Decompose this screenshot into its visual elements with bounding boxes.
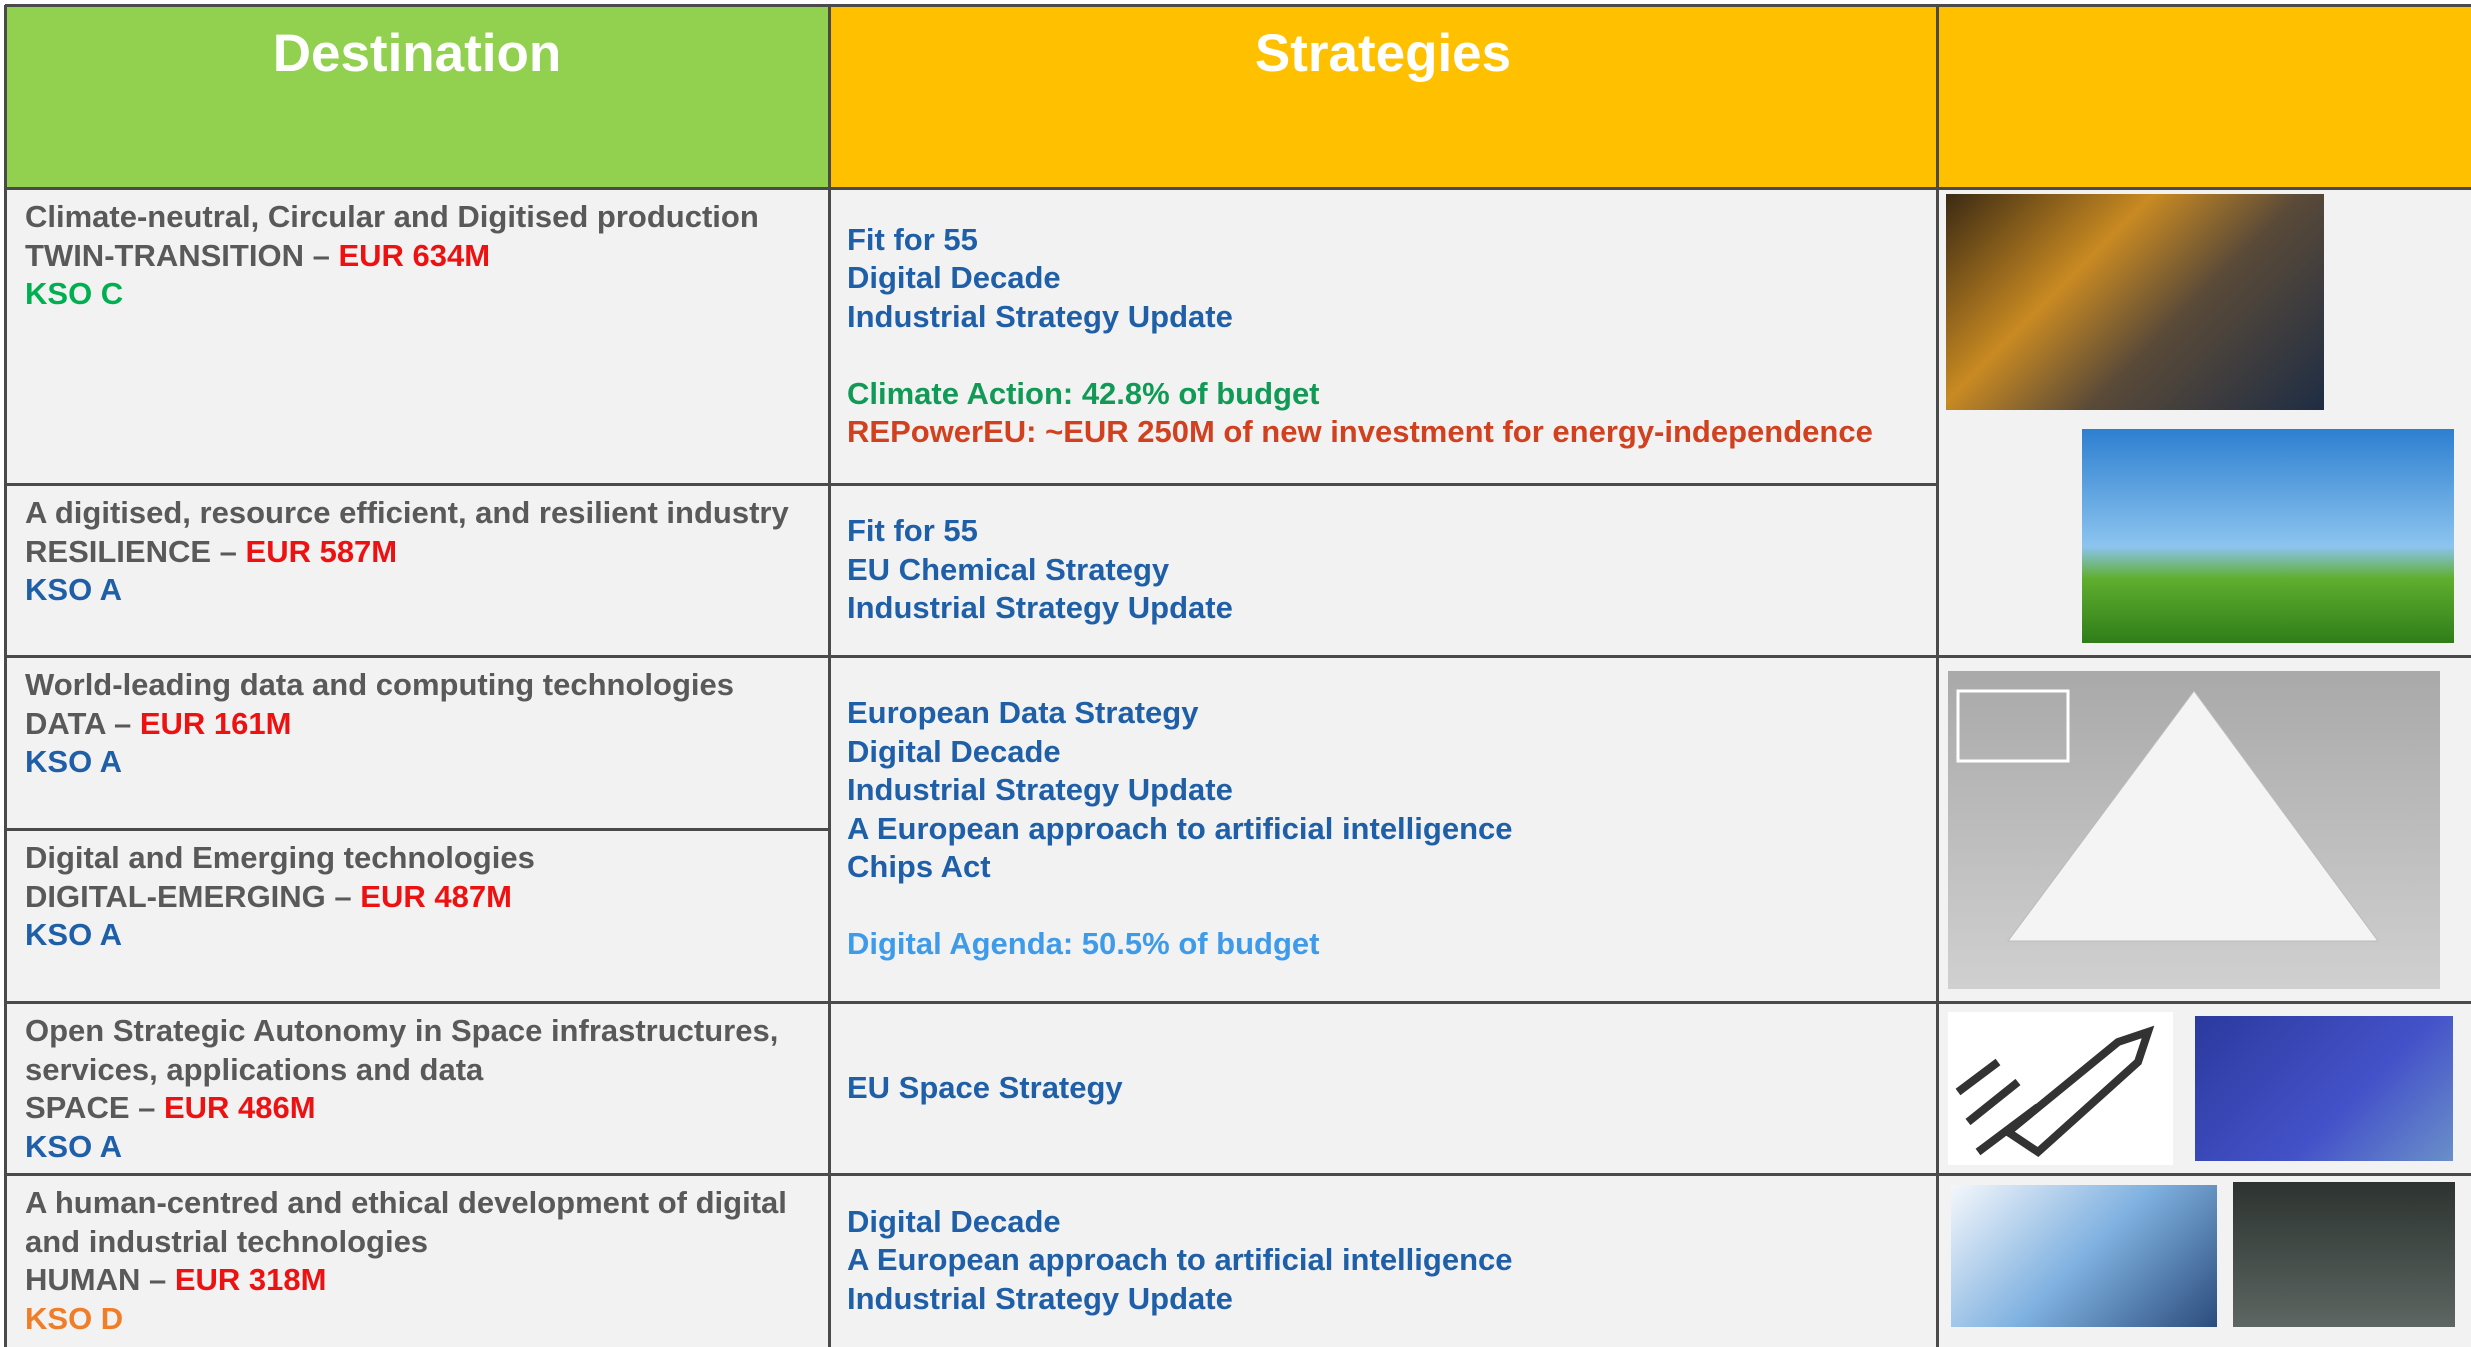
strategy-row: EU Chemical Strategy bbox=[847, 551, 1919, 590]
strategy-row: Fit for 55 bbox=[847, 221, 1919, 260]
strategy: Digital Decade bbox=[847, 734, 1061, 769]
strategy-row: Fit for 55 bbox=[847, 512, 1919, 551]
strategy-row: Industrial Strategy Update bbox=[847, 771, 1919, 810]
strategy-row: European Data Strategy bbox=[847, 694, 1919, 733]
border bbox=[5, 4, 2471, 7]
border bbox=[5, 655, 2471, 658]
budget-note: REPowerEU: ~EUR 250M of new investment f… bbox=[847, 414, 1873, 449]
strategy-cell: EU Space Strategy bbox=[829, 1002, 1937, 1174]
budget-note: Digital Agenda: 50.5% of budget bbox=[847, 926, 1320, 961]
page: Destination Strategies Climate-neutral, Ci… bbox=[0, 0, 2471, 1347]
border bbox=[1936, 5, 1939, 1347]
destination-code: DATA – bbox=[25, 706, 131, 741]
note-row: REPowerEU: ~EUR 250M of new investment f… bbox=[847, 413, 1919, 452]
strategy-row: Digital Decade bbox=[847, 259, 1919, 298]
budget: EUR 486M bbox=[164, 1090, 316, 1125]
destination-code: TWIN-TRANSITION – bbox=[25, 238, 330, 273]
pyramid bbox=[1948, 671, 2440, 989]
strategy-row: Digital Decade bbox=[847, 733, 1919, 772]
kso: KSO A bbox=[25, 917, 122, 952]
strategy-row: EU Space Strategy bbox=[847, 1069, 1919, 1108]
destination-title: A human-centred and ethical development … bbox=[25, 1185, 787, 1259]
kso: KSO D bbox=[25, 1301, 123, 1336]
budget: EUR 587M bbox=[246, 534, 398, 569]
strategy-row: Chips Act bbox=[847, 848, 1919, 887]
strategy: A European approach to artificial intell… bbox=[847, 811, 1513, 846]
budget: EUR 161M bbox=[140, 706, 292, 741]
strategy: Industrial Strategy Update bbox=[847, 299, 1233, 334]
header-cell: Strategies bbox=[829, 5, 1937, 188]
border bbox=[828, 5, 831, 1347]
spacer bbox=[847, 336, 1919, 375]
strategy-row: A European approach to artificial intell… bbox=[847, 1241, 1919, 1280]
border bbox=[5, 1001, 2471, 1004]
spacer bbox=[847, 887, 1919, 926]
budget: EUR 487M bbox=[360, 879, 512, 914]
border bbox=[5, 1173, 2471, 1176]
destination-cell: A digitised, resource efficient, and res… bbox=[5, 484, 829, 656]
image-robots bbox=[1946, 194, 2324, 410]
rocket-icon bbox=[1948, 1012, 2173, 1165]
kso: KSO A bbox=[25, 1129, 122, 1164]
strategy-row: A European approach to artificial intell… bbox=[847, 810, 1919, 849]
budget-note: Climate Action: 42.8% of budget bbox=[847, 376, 1320, 411]
strategy-row: Digital Decade bbox=[847, 1203, 1919, 1242]
image-handshake bbox=[1951, 1185, 2217, 1327]
strategy: European Data Strategy bbox=[847, 695, 1198, 730]
border bbox=[4, 5, 7, 1347]
strategy: A European approach to artificial intell… bbox=[847, 1242, 1513, 1277]
strategy: EU Chemical Strategy bbox=[847, 552, 1169, 587]
strategy-row: Industrial Strategy Update bbox=[847, 1280, 1919, 1319]
destination-title: Climate-neutral, Circular and Digitised … bbox=[25, 199, 759, 234]
strategy: Fit for 55 bbox=[847, 222, 978, 257]
header-title: Destination bbox=[273, 24, 562, 83]
strategy: Digital Decade bbox=[847, 260, 1061, 295]
kso: KSO C bbox=[25, 276, 123, 311]
border bbox=[5, 828, 829, 831]
strategy: Industrial Strategy Update bbox=[847, 772, 1233, 807]
header-cell: Destination bbox=[5, 5, 829, 188]
image-robots-line bbox=[2233, 1182, 2455, 1327]
destination-title: A digitised, resource efficient, and res… bbox=[25, 495, 789, 530]
strategy: Digital Decade bbox=[847, 1204, 1061, 1239]
strategy-row: Industrial Strategy Update bbox=[847, 298, 1919, 337]
image-rocket bbox=[1948, 1012, 2173, 1165]
destination-code: HUMAN – bbox=[25, 1262, 166, 1297]
strategy: Industrial Strategy Update bbox=[847, 1281, 1233, 1316]
destination-cell: A human-centred and ethical development … bbox=[5, 1174, 829, 1347]
strategy: Chips Act bbox=[847, 849, 991, 884]
destination-title: Digital and Emerging technologies bbox=[25, 840, 535, 875]
header-title: Strategies bbox=[1255, 24, 1511, 83]
strategy: Industrial Strategy Update bbox=[847, 590, 1233, 625]
destination-code: DIGITAL-EMERGING – bbox=[25, 879, 352, 914]
destination-title: World-leading data and computing technol… bbox=[25, 667, 734, 702]
strategy: EU Space Strategy bbox=[847, 1070, 1123, 1105]
header-cell bbox=[1937, 5, 2471, 188]
destination-title: Open Strategic Autonomy in Space infrast… bbox=[25, 1013, 778, 1087]
border bbox=[5, 483, 1937, 486]
note-row: Digital Agenda: 50.5% of budget bbox=[847, 925, 1919, 964]
border bbox=[5, 187, 2471, 190]
budget: EUR 634M bbox=[338, 238, 490, 273]
destination-cell: Open Strategic Autonomy in Space infrast… bbox=[5, 1002, 829, 1174]
destination-cell: World-leading data and computing technol… bbox=[5, 656, 829, 829]
kso: KSO A bbox=[25, 572, 122, 607]
note-row: Climate Action: 42.8% of budget bbox=[847, 375, 1919, 414]
image-digital-decade bbox=[1948, 671, 2440, 989]
destination-code: RESILIENCE – bbox=[25, 534, 237, 569]
kso: KSO A bbox=[25, 744, 122, 779]
destination-cell: Climate-neutral, Circular and Digitised … bbox=[5, 188, 829, 484]
image-green-factory bbox=[2082, 429, 2454, 643]
image-space-pioneers bbox=[2195, 1016, 2453, 1161]
destination-code: SPACE – bbox=[25, 1090, 155, 1125]
budget: EUR 318M bbox=[175, 1262, 327, 1297]
destination-cell: Digital and Emerging technologies DIGITAL… bbox=[5, 829, 829, 1002]
strategy-row: Industrial Strategy Update bbox=[847, 589, 1919, 628]
strategy: Fit for 55 bbox=[847, 513, 978, 548]
